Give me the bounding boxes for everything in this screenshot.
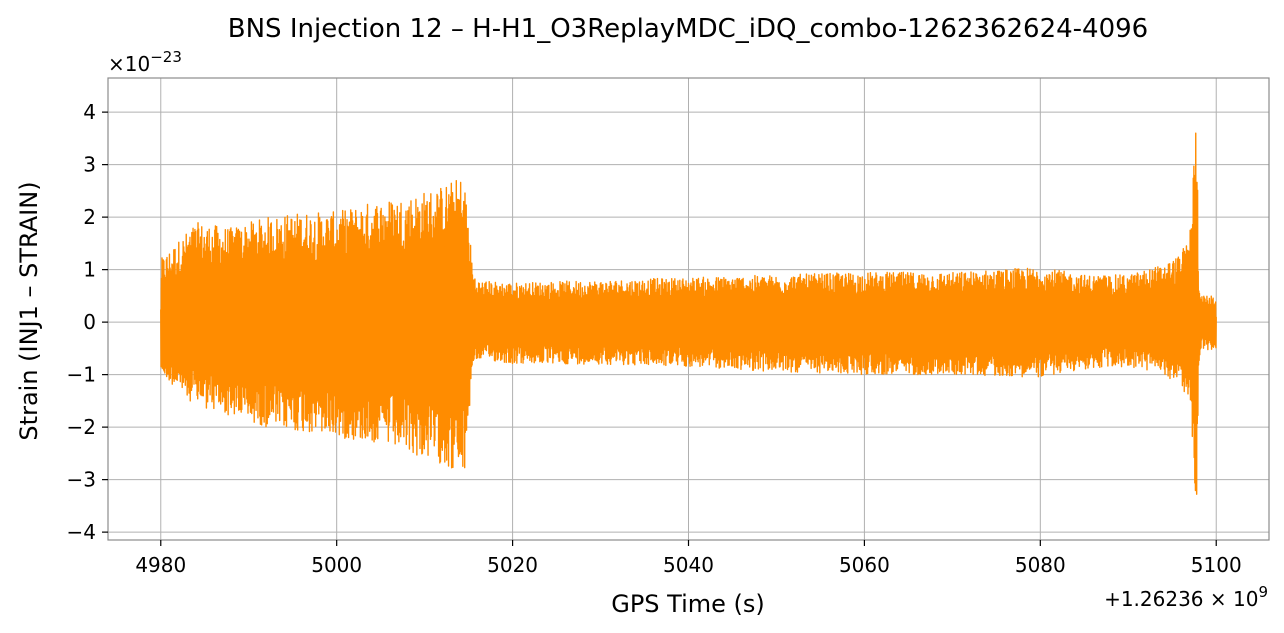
x-offset-exponent: 9 bbox=[1258, 583, 1268, 601]
x-tick-label: 5000 bbox=[311, 553, 362, 577]
x-tick-label: 5040 bbox=[663, 553, 714, 577]
grid-lines bbox=[108, 78, 1269, 540]
plot-area bbox=[160, 132, 1217, 495]
axis-ticks: 4980 5000 5020 5040 5060 5080 5100 −4 −3 −2 −1 0 1 2 3… bbox=[67, 100, 1242, 577]
chart-title: BNS Injection 12 – H-H1_O3ReplayMDC_iDQ_… bbox=[228, 14, 1148, 44]
x-axis-offset-label: +1.26236 × 109 bbox=[1104, 583, 1268, 611]
x-axis-label: GPS Time (s) bbox=[611, 590, 765, 618]
y-tick-label: −4 bbox=[67, 520, 96, 544]
y-tick-label: 0 bbox=[83, 310, 96, 334]
x-tick-label: 4980 bbox=[135, 553, 186, 577]
strain-series-band bbox=[160, 199, 1217, 431]
x-tick-label: 5060 bbox=[839, 553, 890, 577]
y-axis-label: Strain (INJ1 – STRAIN) bbox=[15, 181, 43, 440]
x-tick-label: 5100 bbox=[1191, 553, 1242, 577]
x-tick-label: 5020 bbox=[487, 553, 538, 577]
y-tick-label: −1 bbox=[67, 363, 96, 387]
x-tick-label: 5080 bbox=[1015, 553, 1066, 577]
y-tick-label: 3 bbox=[83, 153, 96, 177]
y-tick-label: −3 bbox=[67, 468, 96, 492]
y-tick-label: 4 bbox=[83, 100, 96, 124]
y-tick-label: 2 bbox=[83, 205, 96, 229]
y-scale-base: ×10 bbox=[108, 52, 150, 76]
y-tick-label: 1 bbox=[83, 258, 96, 282]
x-offset-base: +1.26236 × 10 bbox=[1104, 587, 1258, 611]
y-tick-label: −2 bbox=[67, 415, 96, 439]
y-axis-scale-multiplier: ×10−23 bbox=[108, 48, 182, 76]
y-scale-exponent: −23 bbox=[150, 48, 182, 66]
